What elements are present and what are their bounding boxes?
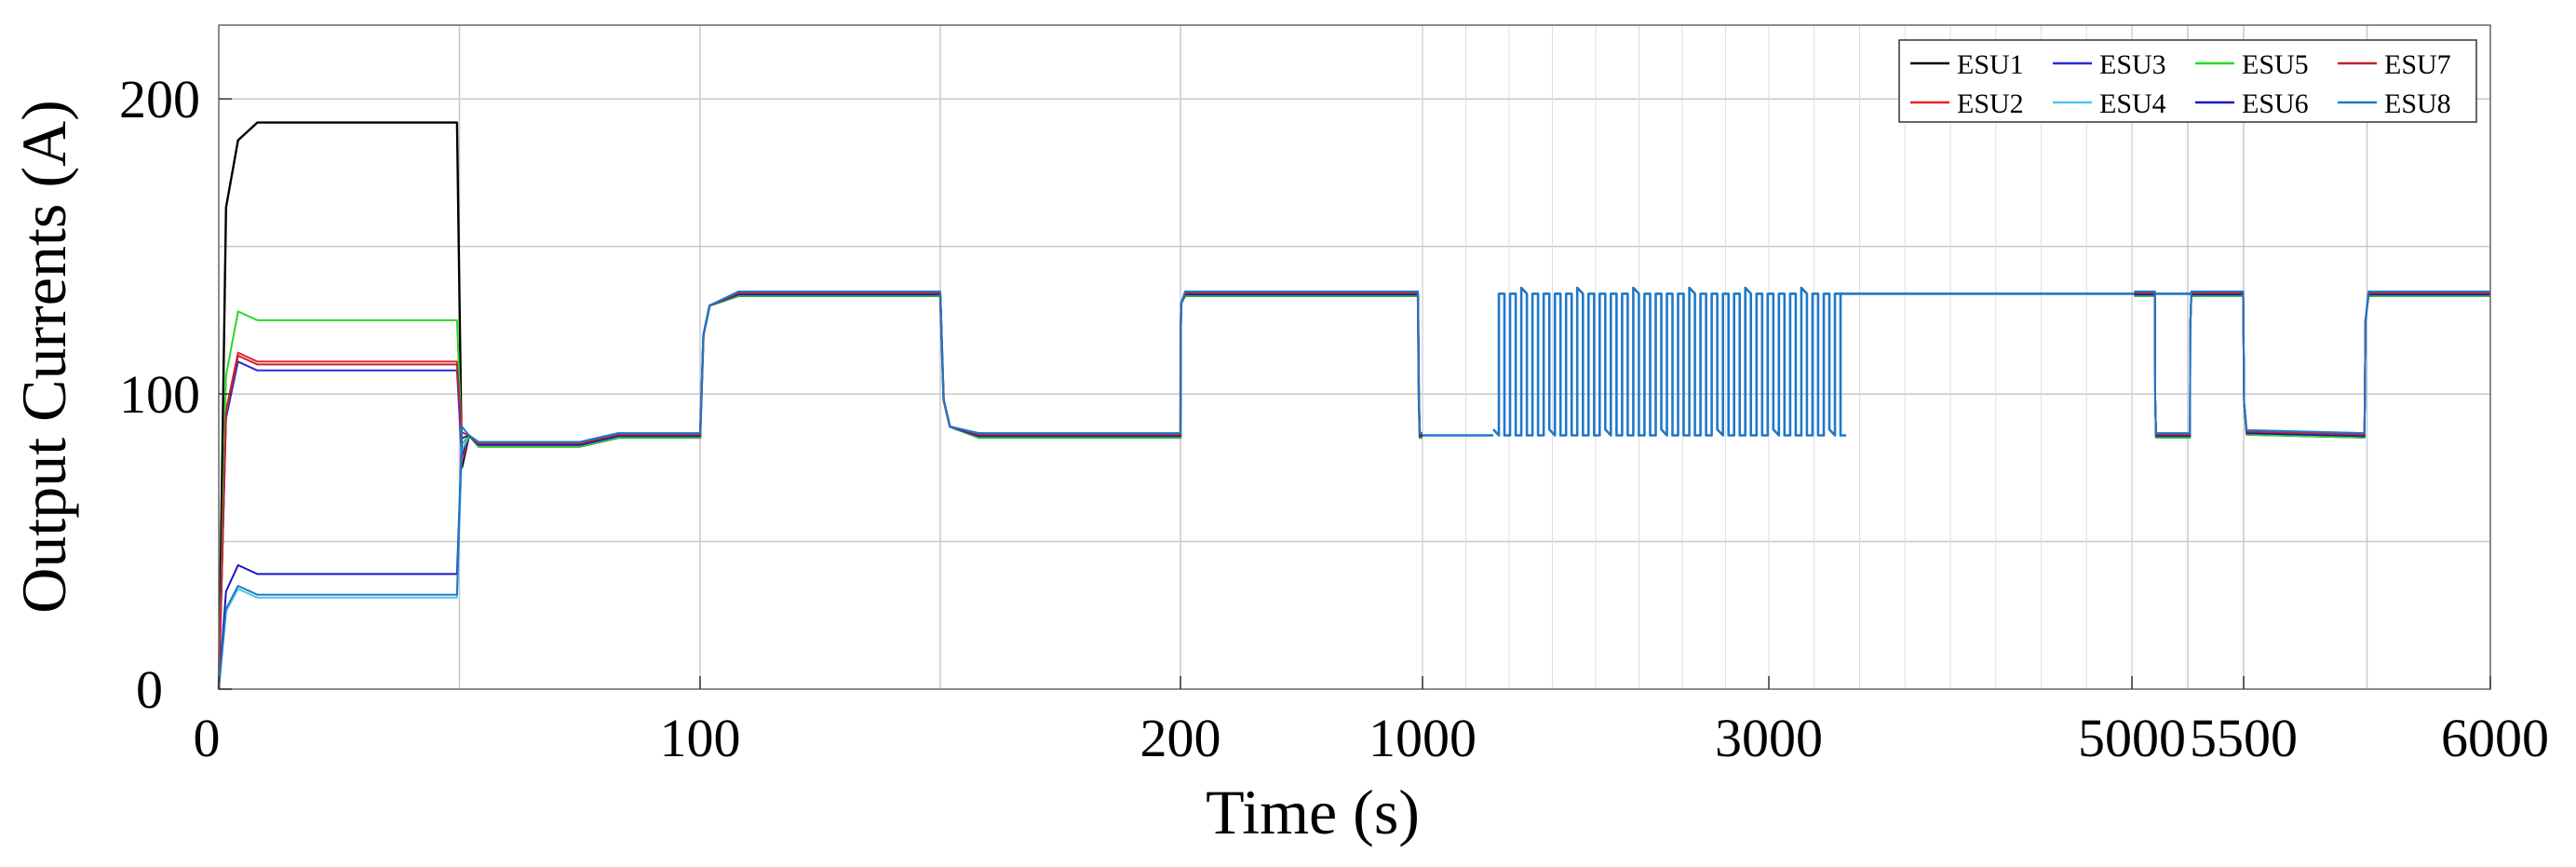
legend-label-esu7: ESU7 — [2384, 49, 2451, 80]
x-tick-label: 3000 — [1715, 708, 1823, 768]
series-line-esu6 — [218, 293, 1423, 690]
legend-label-esu6: ESU6 — [2242, 88, 2309, 119]
y-axis-title: Output Currents (A) — [8, 100, 79, 613]
series-line-esu5 — [218, 294, 1423, 690]
series-line-esu1 — [217, 121, 1423, 690]
series-line-esu2 — [218, 293, 1423, 690]
legend-label-esu1: ESU1 — [1957, 49, 2024, 80]
legend-label-esu2: ESU2 — [1957, 88, 2024, 119]
series-line-esu3 — [218, 291, 1423, 690]
x-tick-label: 200 — [1140, 708, 1221, 768]
series-line-esu8 — [218, 291, 1423, 690]
legend-label-esu5: ESU5 — [2242, 49, 2309, 80]
series-tail-esu8 — [2134, 291, 2490, 435]
series-switching-esu4 — [1492, 287, 1846, 437]
series-line-esu7 — [218, 291, 1423, 690]
legend-box — [1898, 39, 2477, 123]
y-tick-label: 200 — [119, 69, 200, 129]
y-tick-label: 100 — [119, 364, 200, 425]
series-line-esu4 — [218, 291, 1423, 690]
x-tick-label: 5500 — [2190, 708, 2298, 768]
x-axis-title: Time (s) — [1206, 777, 1420, 847]
legend-label-esu8: ESU8 — [2384, 88, 2451, 119]
plot-frame — [218, 24, 2491, 690]
legend-label-esu3: ESU3 — [2099, 49, 2166, 80]
legend-label-esu4: ESU4 — [2099, 88, 2166, 119]
x-tick-label: 100 — [660, 708, 741, 768]
x-tick-label: 1000 — [1369, 708, 1477, 768]
x-tick-label: 5000 — [2078, 708, 2186, 768]
y-tick-label: 0 — [136, 659, 163, 720]
legend: ESU1 ESU2 ESU3 ESU4 ESU5 ESU6 ESU7 ESU8 — [1898, 39, 2477, 123]
series-switching-esu8 — [1492, 286, 1846, 437]
x-tick-label: 6000 — [2441, 708, 2549, 768]
x-tick-label: 0 — [194, 708, 221, 768]
